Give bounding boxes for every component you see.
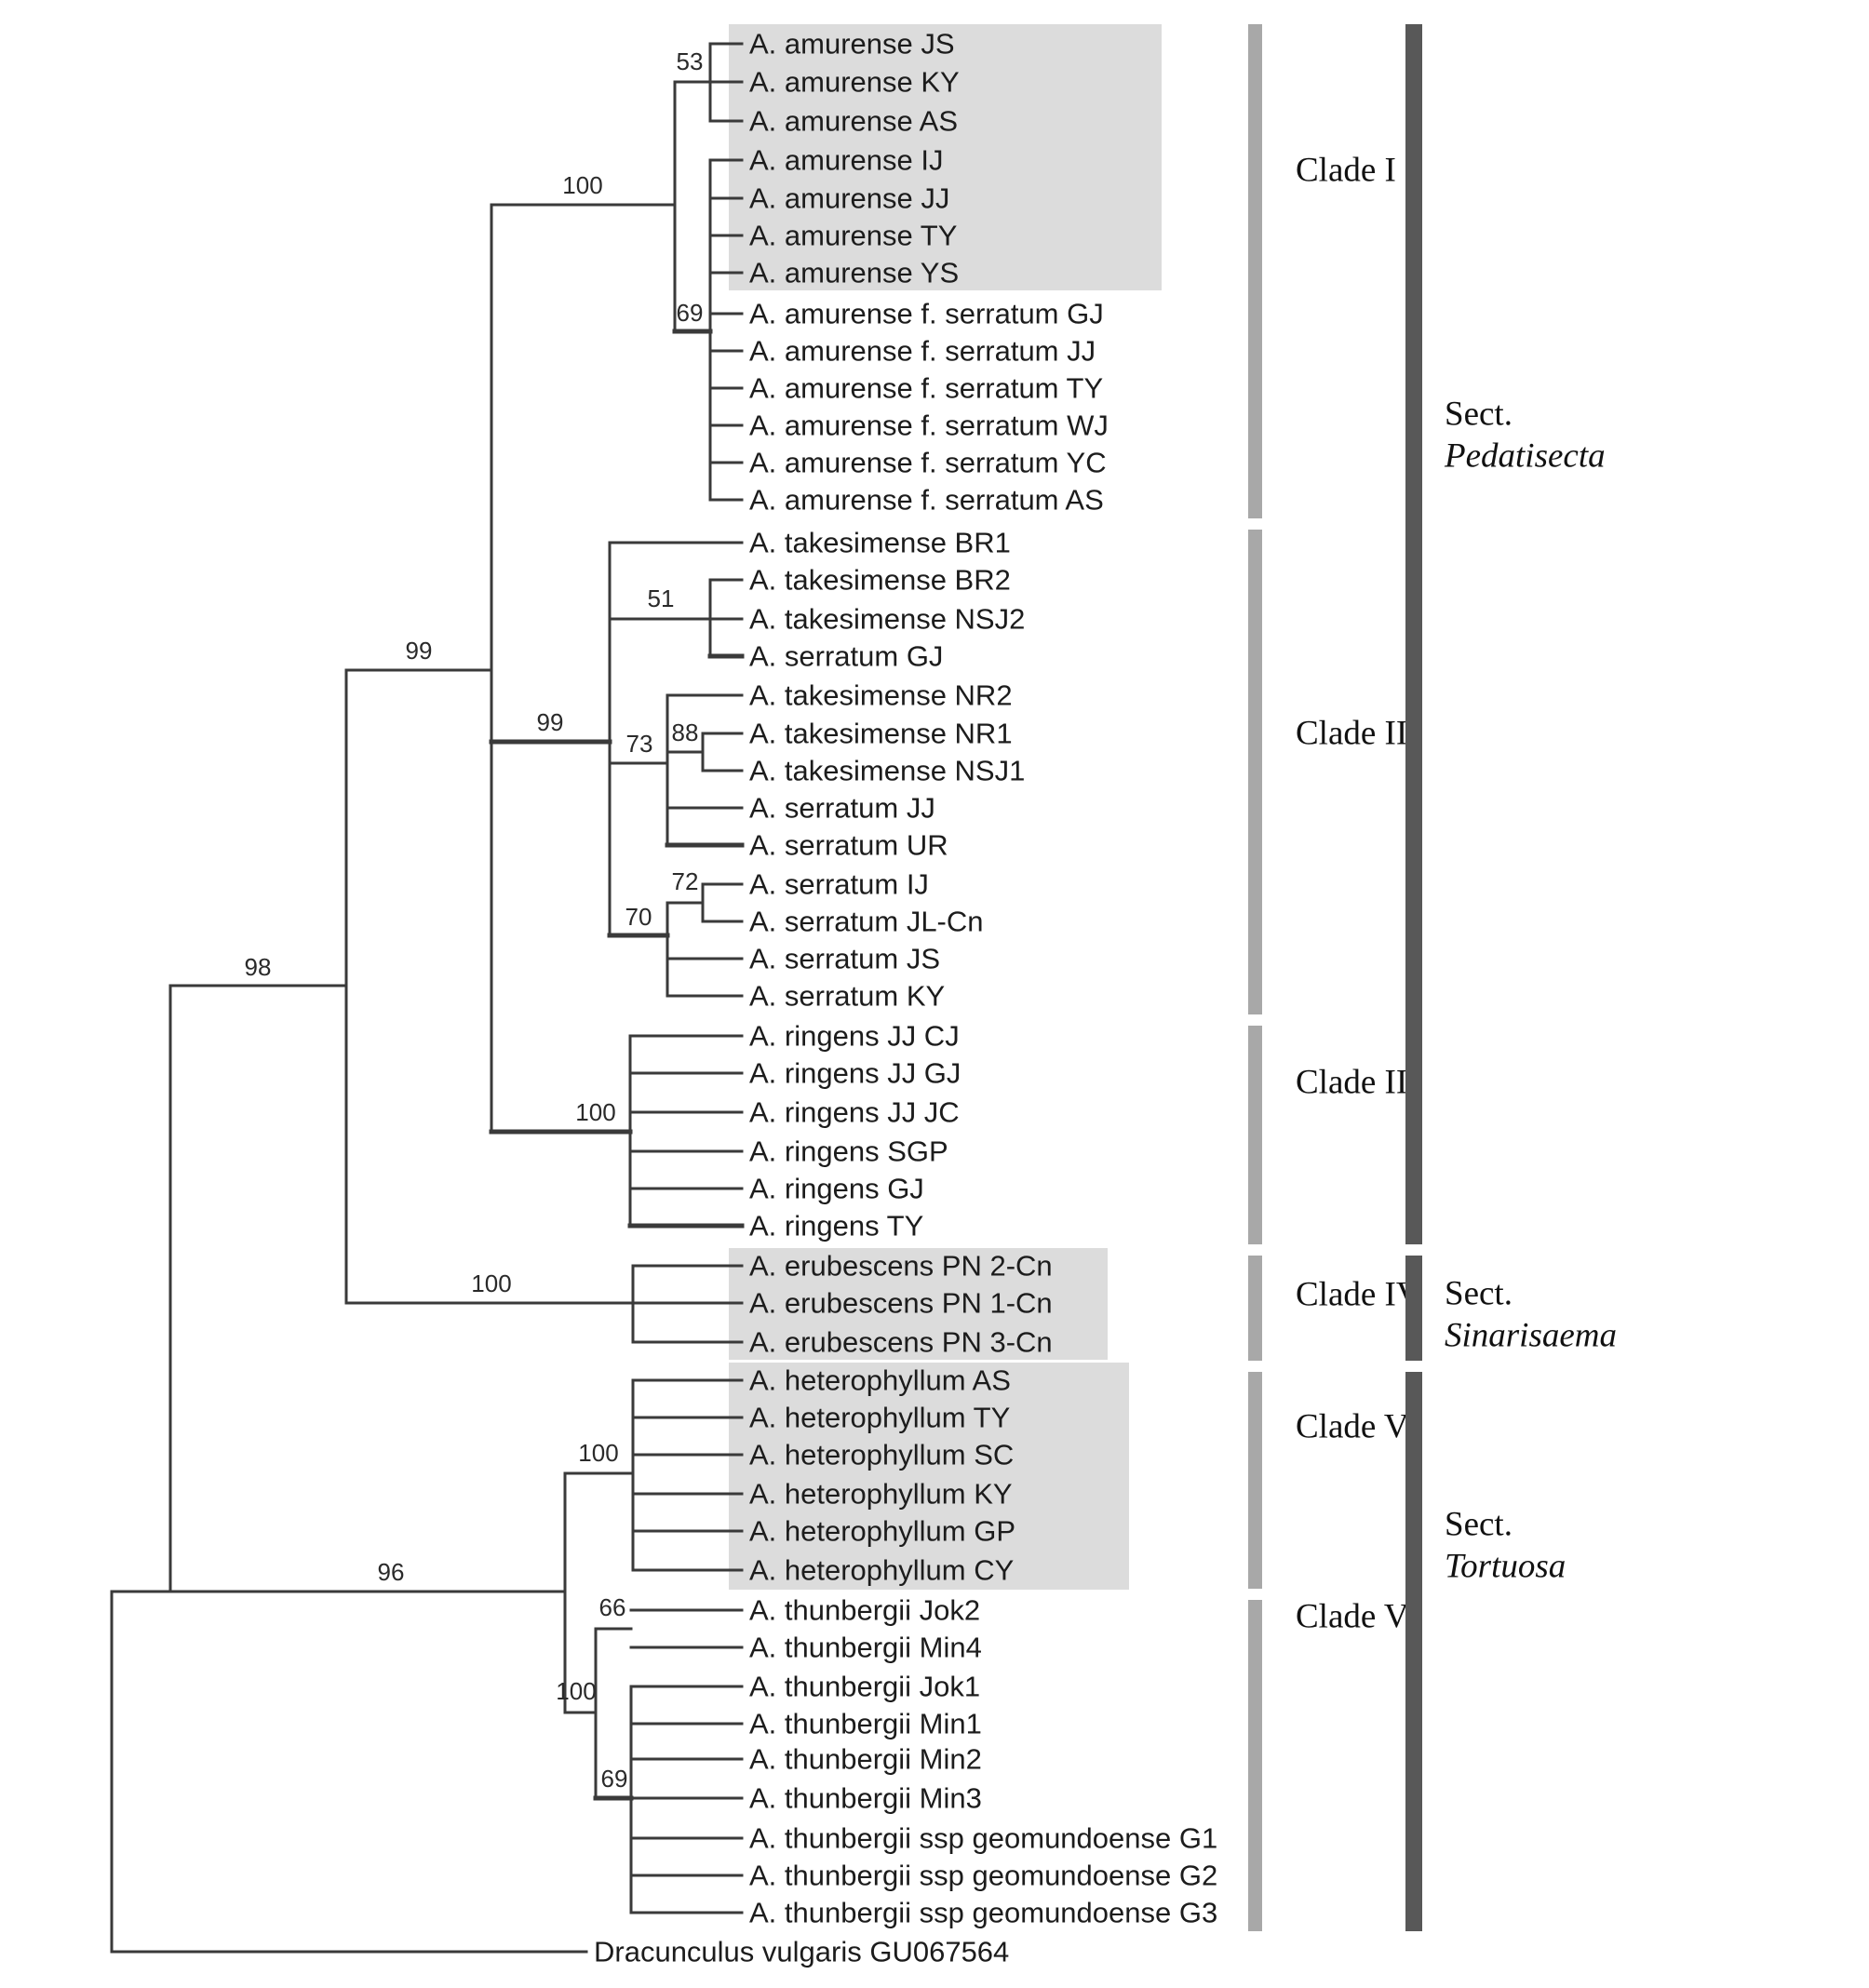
taxon-label: A. amurense JJ [749, 182, 949, 215]
taxon-label: A. amurense f. serratum GJ [749, 298, 1104, 330]
bootstrap-value: 70 [625, 903, 652, 931]
taxon-label: A. ringens JJ CJ [749, 1020, 960, 1053]
section-label-name: Sinarisaema [1445, 1317, 1617, 1355]
taxon-label: A. heterophyllum AS [749, 1364, 1011, 1397]
taxon-label: A. heterophyllum SC [749, 1439, 1014, 1471]
section-label-word: Sect. [1445, 1275, 1513, 1313]
taxon-label: A. heterophyllum TY [749, 1402, 1010, 1434]
section-label-name: Pedatisecta [1444, 437, 1606, 476]
taxon-label: A. thunbergii Min4 [749, 1632, 982, 1664]
taxon-label: A. thunbergii Jok2 [749, 1594, 980, 1627]
taxon-label: A. amurense f. serratum YC [749, 447, 1107, 479]
bootstrap-value: 100 [556, 1677, 596, 1705]
taxon-label: A. erubescens PN 1-Cn [749, 1287, 1053, 1320]
taxon-label: A. ringens GJ [749, 1173, 924, 1205]
bootstrap-value: 69 [677, 299, 704, 327]
taxon-label: A. thunbergii Min2 [749, 1743, 982, 1776]
taxon-label: A. erubescens PN 3-Cn [749, 1326, 1053, 1359]
taxon-label: A. serratum GJ [749, 640, 943, 673]
taxon-label: A. serratum JS [749, 943, 940, 975]
taxon-label: A. takesimense NSJ2 [749, 603, 1025, 636]
taxon-label: A. thunbergii Jok1 [749, 1671, 980, 1703]
clade-bar [1248, 1026, 1262, 1244]
taxon-label: A. takesimense BR1 [749, 527, 1011, 559]
taxon-label: A. serratum KY [749, 980, 945, 1013]
taxon-label: A. serratum JJ [749, 792, 935, 825]
heterophyllum-highlight [729, 1363, 1129, 1590]
taxon-label: A. thunbergii ssp geomundoense G3 [749, 1897, 1217, 1929]
taxon-label: A. thunbergii ssp geomundoense G1 [749, 1822, 1217, 1855]
amurense-highlight [729, 24, 1162, 290]
section-bar [1405, 1372, 1422, 1931]
taxon-label: A. heterophyllum GP [749, 1515, 1015, 1548]
taxon-label: A. serratum UR [749, 829, 948, 862]
taxon-label: A. ringens SGP [749, 1135, 948, 1168]
clade-bar [1248, 530, 1262, 1014]
section-bar [1405, 24, 1422, 1244]
clade-bar [1248, 1256, 1262, 1361]
taxon-label: A. amurense TY [749, 220, 957, 252]
taxon-label: A. thunbergii ssp geomundoense G2 [749, 1860, 1217, 1892]
taxon-label: A. serratum IJ [749, 868, 929, 901]
clade-label: Clade IV [1296, 1276, 1421, 1314]
clade-label: Clade V [1296, 1408, 1409, 1446]
section-label-word: Sect. [1445, 396, 1513, 434]
bootstrap-value: 100 [471, 1269, 511, 1297]
taxon-label: A. amurense f. serratum WJ [749, 410, 1109, 442]
taxon-label: A. amurense AS [749, 105, 958, 138]
taxon-label: A. amurense JS [749, 28, 955, 60]
bootstrap-value: 100 [575, 1098, 615, 1126]
taxon-label: A. ringens JJ GJ [749, 1057, 961, 1090]
taxon-label: A. takesimense NR2 [749, 679, 1013, 712]
erubescens-highlight [729, 1248, 1108, 1360]
clade-bar [1248, 1600, 1262, 1931]
clade-bar [1248, 1372, 1262, 1589]
taxon-label: A. heterophyllum KY [749, 1478, 1013, 1511]
taxon-label: A. ringens TY [749, 1210, 923, 1242]
bootstrap-value: 96 [378, 1558, 405, 1586]
taxon-label: A. amurense f. serratum JJ [749, 335, 1096, 368]
taxon-label: A. thunbergii Min3 [749, 1782, 982, 1815]
clade-label: Clade II [1296, 715, 1407, 753]
bootstrap-value: 51 [648, 584, 675, 612]
taxon-label: A. amurense IJ [749, 144, 943, 177]
taxon-label: A. thunbergii Min1 [749, 1708, 982, 1740]
clade-label: Clade III [1296, 1064, 1419, 1102]
bootstrap-value: 69 [601, 1765, 628, 1793]
section-label-word: Sect. [1445, 1506, 1513, 1544]
clade-label: Clade VI [1296, 1598, 1420, 1636]
clade-bar [1248, 24, 1262, 518]
taxon-label: A. amurense KY [749, 66, 960, 99]
bootstrap-value: 88 [672, 719, 699, 746]
taxon-label: A. amurense YS [749, 257, 959, 289]
bootstrap-value: 73 [626, 730, 653, 758]
bootstrap-value: 99 [537, 708, 564, 736]
taxon-label: A. ringens JJ JC [749, 1096, 960, 1129]
taxon-label: Dracunculus vulgaris GU067564 [594, 1936, 1009, 1968]
bootstrap-value: 72 [672, 867, 699, 895]
section-bar [1405, 1256, 1422, 1361]
section-label-name: Tortuosa [1445, 1548, 1566, 1586]
taxon-label: A. takesimense NR1 [749, 718, 1013, 750]
taxon-label: A. erubescens PN 2-Cn [749, 1250, 1053, 1283]
bootstrap-value: 98 [245, 953, 272, 981]
bootstrap-value: 99 [406, 637, 433, 665]
bootstrap-value: 100 [578, 1439, 618, 1467]
taxon-label: A. takesimense NSJ1 [749, 755, 1025, 787]
taxon-label: A. heterophyllum CY [749, 1554, 1014, 1587]
taxon-label: A. serratum JL-Cn [749, 906, 984, 938]
taxon-label: A. amurense f. serratum AS [749, 484, 1104, 517]
taxon-label: A. takesimense BR2 [749, 564, 1011, 597]
taxon-label: A. amurense f. serratum TY [749, 372, 1103, 405]
bootstrap-value: 100 [562, 171, 602, 199]
bootstrap-value: 66 [599, 1593, 626, 1621]
clade-label: Clade I [1296, 152, 1396, 190]
bootstrap-value: 53 [677, 47, 704, 75]
